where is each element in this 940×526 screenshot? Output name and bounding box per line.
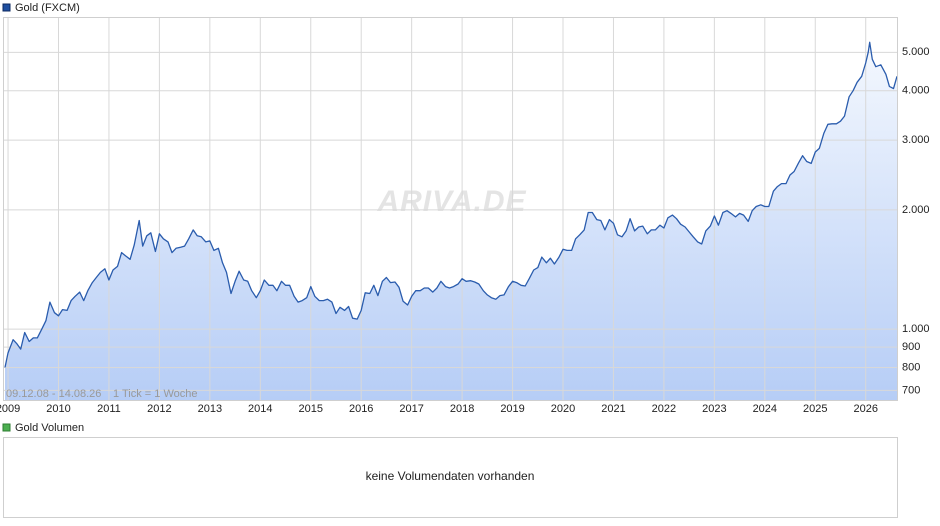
y-tick-label: 3.000	[902, 134, 930, 146]
x-tick-label: 2020	[551, 403, 575, 415]
legend-swatch	[2, 423, 11, 432]
date-range: 09.12.08 - 14.08.26	[6, 388, 101, 400]
x-tick-label: 2013	[198, 403, 222, 415]
x-tick-label: 2018	[450, 403, 474, 415]
x-tick-label: 2022	[652, 403, 676, 415]
volume-legend-label: Gold Volumen	[15, 422, 84, 434]
x-tick-label: 2016	[349, 403, 373, 415]
x-tick-label: 2015	[299, 403, 323, 415]
y-tick-label: 800	[902, 361, 920, 373]
x-tick-label: 2011	[97, 403, 121, 415]
x-tick-label: 2010	[46, 403, 70, 415]
y-tick-label: 2.000	[902, 204, 930, 216]
x-tick-label: 2021	[601, 403, 625, 415]
y-tick-label: 4.000	[902, 85, 930, 97]
y-tick-label: 1.000	[902, 323, 930, 335]
y-tick-label: 700	[902, 384, 920, 396]
x-tick-label: 2012	[147, 403, 171, 415]
x-tick-label: 2009	[0, 403, 20, 415]
x-tick-label: 2026	[853, 403, 877, 415]
x-tick-label: 2024	[753, 403, 777, 415]
x-tick-label: 2025	[803, 403, 827, 415]
legend-label: Gold (FXCM)	[15, 2, 80, 14]
x-tick-label: 2023	[702, 403, 726, 415]
price-line	[4, 41, 898, 368]
y-tick-label: 900	[902, 341, 920, 353]
volume-panel	[3, 437, 898, 518]
x-tick-label: 2019	[500, 403, 524, 415]
x-tick-label: 2014	[248, 403, 272, 415]
plot-border	[3, 17, 898, 401]
y-tick-label: 5.000	[902, 46, 930, 58]
watermark: ARIVA.DE	[376, 185, 526, 218]
volume-message: keine Volumendaten vorhanden	[366, 469, 535, 483]
area-fill	[5, 42, 897, 401]
interval-note: 1 Tick = 1 Woche	[113, 388, 197, 400]
x-tick-label: 2017	[399, 403, 423, 415]
legend-swatch	[2, 3, 11, 12]
